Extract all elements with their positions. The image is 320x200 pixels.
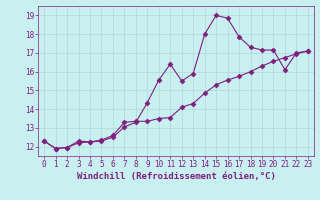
X-axis label: Windchill (Refroidissement éolien,°C): Windchill (Refroidissement éolien,°C) <box>76 172 276 181</box>
